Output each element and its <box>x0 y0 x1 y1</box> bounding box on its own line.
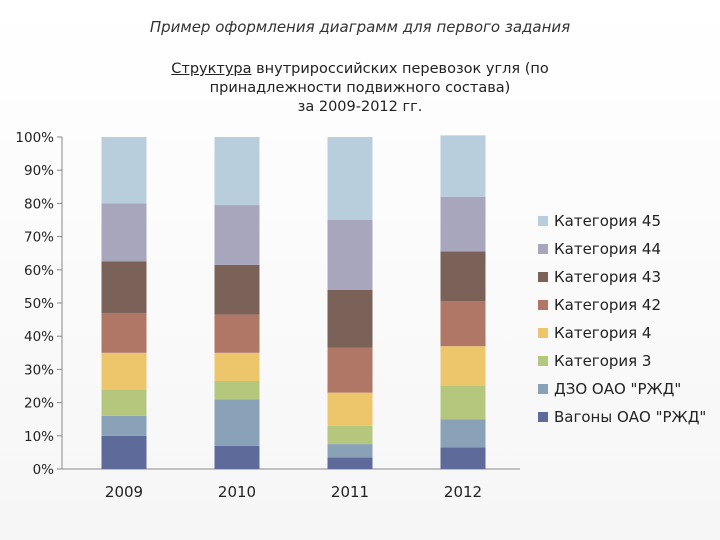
legend-label: Вагоны ОАО "РЖД" <box>554 408 707 426</box>
bar-segment <box>440 301 486 347</box>
bar-segment <box>214 137 260 206</box>
chart-title-line-1a: Структура <box>171 61 252 77</box>
bar-segment <box>101 261 147 313</box>
y-tick-label: 20% <box>24 396 54 412</box>
bar-segment <box>214 381 260 400</box>
y-tick-label: 90% <box>24 163 54 179</box>
bar-segment <box>327 457 373 469</box>
legend-swatch <box>538 300 548 310</box>
legend: Категория 45 Категория 44 Категория 43 Кате… <box>538 207 706 431</box>
y-tick-label: 60% <box>24 263 54 279</box>
legend-swatch <box>538 272 548 282</box>
legend-swatch <box>538 356 548 366</box>
legend-item: Категория 42 <box>538 291 706 319</box>
bar-segment <box>101 137 147 204</box>
bar-segment <box>440 346 486 386</box>
bar-segment <box>327 392 373 426</box>
legend-item: Категория 45 <box>538 207 706 235</box>
legend-item: Вагоны ОАО "РЖД" <box>538 403 706 431</box>
bar-segment <box>327 220 373 290</box>
legend-swatch <box>538 244 548 254</box>
bar-segment <box>214 445 260 469</box>
chart-title-line-3: за 2009-2012 гг. <box>297 99 423 115</box>
bar-segment <box>101 389 147 416</box>
bar-segment <box>327 347 373 393</box>
legend-label: Категория 42 <box>554 296 662 314</box>
bar-segment <box>440 196 486 252</box>
bar-segment <box>214 314 260 353</box>
bar-segment <box>440 135 486 197</box>
x-category-label: 2011 <box>331 483 369 501</box>
legend-label: Категория 44 <box>554 240 662 258</box>
legend-label: Категория 4 <box>554 324 652 342</box>
bar-segment <box>327 289 373 348</box>
bar-segment <box>214 399 260 446</box>
bar-segment <box>101 435 147 469</box>
legend-item: ДЗО ОАО "РЖД" <box>538 375 706 403</box>
bar-segment <box>440 447 486 469</box>
bar-segment <box>327 444 373 458</box>
bar-segment <box>327 425 373 445</box>
y-tick-label: 50% <box>24 296 54 312</box>
legend-label: Категория 45 <box>554 212 662 230</box>
x-category-label: 2010 <box>218 483 256 501</box>
legend-label: ДЗО ОАО "РЖД" <box>554 380 682 398</box>
legend-swatch <box>538 384 548 394</box>
y-tick-label: 80% <box>24 196 54 212</box>
chart-title-line-1b: внутрироссийских перевозок угля (по <box>251 61 549 77</box>
legend-swatch <box>538 216 548 226</box>
y-tick-label: 100% <box>15 130 54 146</box>
bar-segment <box>440 419 486 448</box>
bar-segment <box>101 352 147 390</box>
bar-segment <box>214 264 260 315</box>
legend-label: Категория 43 <box>554 268 662 286</box>
bar-segment <box>440 251 486 302</box>
x-category-label: 2009 <box>105 483 143 501</box>
bar-segment <box>214 205 260 265</box>
y-tick-label: 30% <box>24 362 54 378</box>
y-tick-label: 0% <box>33 462 55 478</box>
chart-title-line-2: принадлежности подвижного состава) <box>209 80 511 96</box>
slide-header: Пример оформления диаграмм для первого з… <box>149 18 571 36</box>
legend-swatch <box>538 412 548 422</box>
legend-item: Категория 3 <box>538 347 706 375</box>
bar-segment <box>327 137 373 220</box>
chart-title: Структура внутрироссийских перевозок угл… <box>120 60 600 117</box>
legend-item: Категория 4 <box>538 319 706 347</box>
y-tick-label: 70% <box>24 230 54 246</box>
bar-segment <box>214 352 260 382</box>
bar-segment <box>101 415 147 436</box>
bar-segment <box>101 312 147 353</box>
x-category-label: 2012 <box>444 483 482 501</box>
bar-segment <box>101 203 147 262</box>
legend-item: Категория 43 <box>538 263 706 291</box>
y-tick-label: 40% <box>24 329 54 345</box>
bar-segment <box>440 386 486 420</box>
y-tick-label: 10% <box>24 429 54 445</box>
legend-item: Категория 44 <box>538 235 706 263</box>
legend-swatch <box>538 328 548 338</box>
legend-label: Категория 3 <box>554 352 652 370</box>
